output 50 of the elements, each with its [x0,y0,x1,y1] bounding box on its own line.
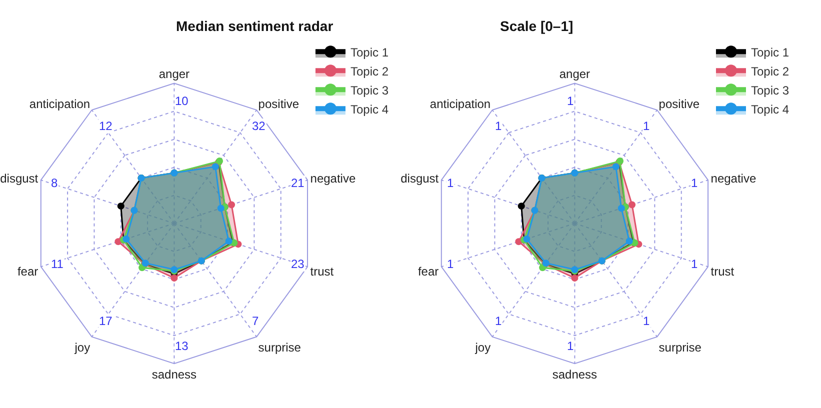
text: 1 [567,94,574,108]
spoke-label: sadness [152,367,197,382]
text: 21 [291,176,305,190]
spoke-label: joy [474,340,491,354]
chart-title: Median sentiment radar [176,18,334,34]
text: 8 [51,176,58,190]
spoke-label: anger [158,66,190,81]
legend-label: Topic 3 [750,83,790,98]
text: 17 [99,314,113,328]
text: 1 [447,176,454,190]
spoke-label: negative [310,171,356,186]
spoke-label: positive [658,97,700,112]
spoke-label: disgust [400,171,440,186]
chart-title: Scale [0–1] [500,18,574,34]
legend-label: Topic 4 [350,102,389,116]
text: 1 [643,314,650,328]
text: 1 [691,257,698,271]
spoke-label: disgust [0,171,39,186]
text: 10 [175,94,189,108]
text: 11 [51,257,64,271]
spoke-label: trust [310,264,334,278]
spoke-label: negative [710,171,756,186]
text: 23 [291,257,305,271]
spoke-label: positive [258,97,300,112]
spoke-label: anticipation [430,97,491,112]
text: 32 [252,119,266,133]
text: 1 [447,257,454,271]
spoke-label: anger [559,66,590,81]
legend-label: Topic 2 [350,64,389,78]
legend-label: Topic 1 [350,45,389,60]
spoke-label: surprise [658,340,702,354]
text: 1 [495,314,502,328]
spoke-label: trust [710,264,735,278]
text: 13 [175,339,189,353]
legend-label: Topic 2 [750,64,790,78]
text: 1 [495,119,502,133]
legend-label: Topic 4 [750,102,790,116]
text: 1 [643,119,650,133]
spoke-label: fear [418,264,439,278]
legend-label: Topic 1 [750,45,790,60]
spoke-label: anticipation [29,97,90,112]
spoke-label: fear [17,264,38,278]
text: 12 [99,119,113,133]
spoke-label: joy [74,340,90,354]
text: 1 [567,339,574,353]
text: 7 [252,314,259,328]
spoke-label: surprise [258,340,302,354]
legend-label: Topic 3 [350,83,389,98]
spoke-label: sadness [552,367,598,382]
text: 1 [691,176,698,190]
